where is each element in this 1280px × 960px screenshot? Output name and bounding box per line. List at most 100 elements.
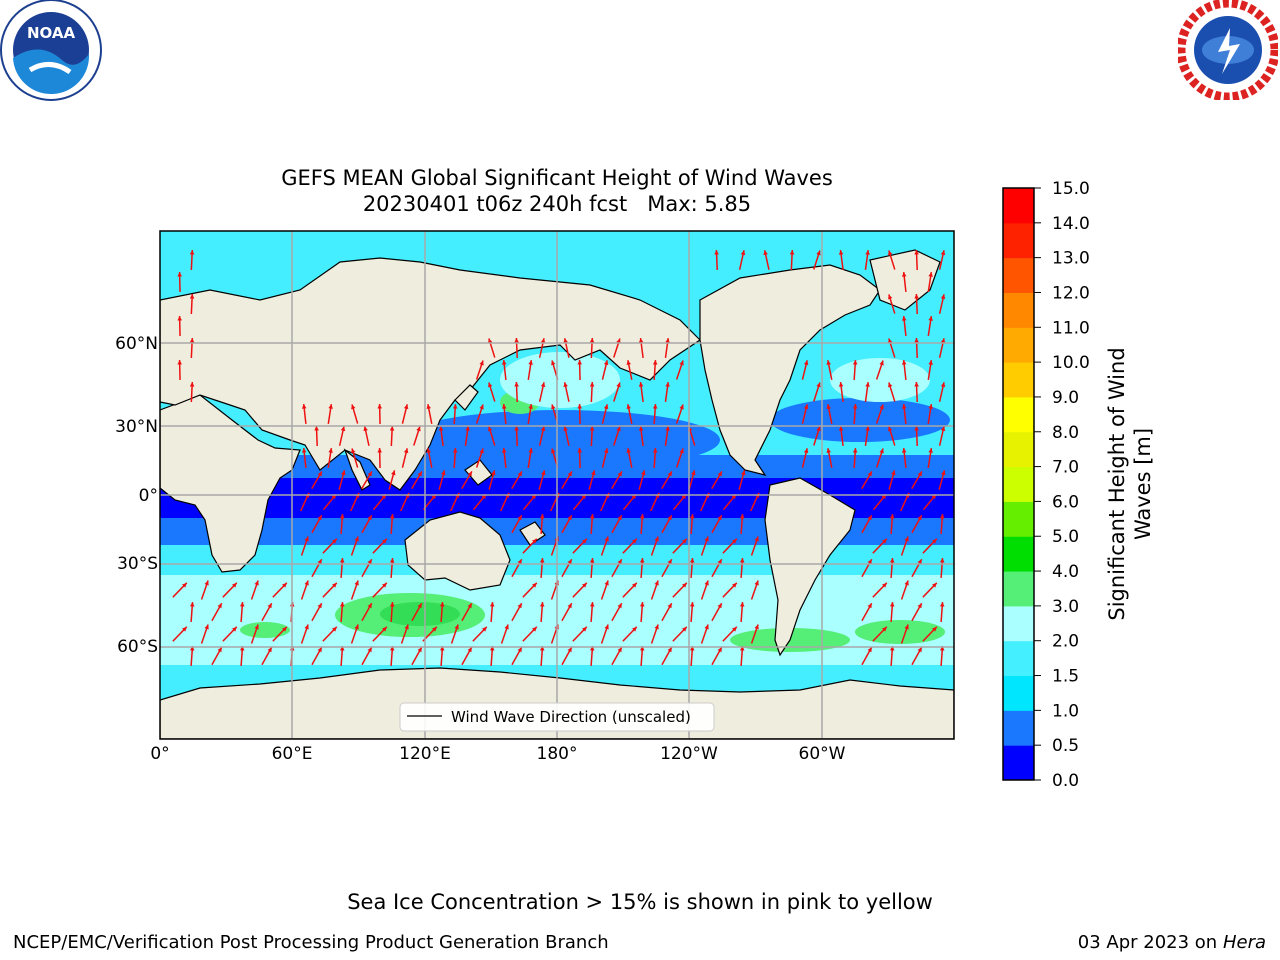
wind-wave-arrowhead <box>739 558 745 563</box>
wind-wave-arrowhead <box>177 272 182 277</box>
wind-wave-arrowhead <box>917 559 922 565</box>
wind-wave-arrowhead <box>577 448 582 453</box>
wind-wave-arrowhead <box>517 471 522 477</box>
wind-wave-arrowhead <box>665 426 670 431</box>
wind-wave-arrowhead <box>932 582 937 588</box>
lon-label: 60°W <box>799 744 846 764</box>
wind-wave-arrowhead <box>928 404 933 409</box>
noaa-logo-text: NOAA <box>27 24 76 42</box>
wind-wave-arrowhead <box>865 426 870 431</box>
wind-wave-arrowhead <box>589 558 595 563</box>
colorbar-tick-label: 11.0 <box>1052 318 1090 338</box>
wind-wave-arrowhead <box>354 536 359 542</box>
wind-wave-arrowhead <box>888 294 893 300</box>
wind-wave-arrowhead <box>867 559 872 565</box>
wind-wave-arrowhead <box>932 626 937 632</box>
wind-wave-arrowhead <box>826 360 831 366</box>
wind-wave-arrowhead <box>816 250 821 256</box>
wind-wave-arrowhead <box>652 360 658 365</box>
colorbar-tick-label: 7.0 <box>1052 458 1079 478</box>
wind-wave-arrowhead <box>865 250 870 255</box>
wind-wave-arrowhead <box>889 558 895 563</box>
wind-wave-arrowhead <box>467 647 472 653</box>
wind-wave-arrowhead <box>239 646 245 651</box>
wind-wave-arrowhead <box>567 647 572 653</box>
wind-wave-arrowhead <box>717 559 722 565</box>
wind-wave-arrowhead <box>528 360 533 365</box>
wind-wave-arrowhead <box>317 603 322 609</box>
wind-wave-arrowhead <box>904 536 909 542</box>
wind-wave-arrowhead <box>889 514 895 519</box>
wind-wave-arrowhead <box>367 515 372 521</box>
wind-wave-arrowhead <box>838 382 844 387</box>
lat-label: 60°S <box>117 637 158 657</box>
wind-wave-arrowhead <box>617 471 622 477</box>
wind-wave-arrowhead <box>514 338 519 343</box>
wind-wave-arrowhead <box>879 404 884 410</box>
wind-wave-arrowhead <box>838 426 844 431</box>
lon-label: 60°E <box>272 744 313 764</box>
wind-wave-arrowhead <box>717 471 722 477</box>
wind-wave-arrowhead <box>691 470 696 476</box>
wind-wave-arrowhead <box>488 382 493 388</box>
footer-date: 03 Apr 2023 on Hera <box>1078 932 1266 953</box>
wind-wave-arrowhead <box>589 646 595 651</box>
wind-wave-arrowhead <box>917 515 922 521</box>
wind-wave-arrowhead <box>867 515 872 521</box>
wind-wave-arrowhead <box>551 360 556 366</box>
wind-wave-arrowhead <box>879 448 884 454</box>
wind-wave-arrowhead <box>641 470 646 476</box>
wind-wave-arrowhead <box>667 603 672 609</box>
wind-wave-arrowhead <box>888 338 893 344</box>
colorbar-segment <box>1003 745 1034 781</box>
colorbar-segment <box>1003 466 1034 502</box>
wind-wave-arrowhead <box>367 603 372 609</box>
colorbar-segment <box>1003 501 1034 537</box>
wind-wave-arrowhead <box>367 471 372 477</box>
lat-label: 30°N <box>115 417 158 437</box>
wind-wave-arrowhead <box>563 426 568 432</box>
wind-wave-arrowhead <box>363 426 368 432</box>
footer-host: Hera <box>1222 932 1266 953</box>
wind-wave-arrowhead <box>189 250 195 255</box>
wind-wave-arrowhead <box>917 647 922 653</box>
wind-wave-arrowhead <box>479 404 484 410</box>
wind-wave-arrowhead <box>665 382 670 387</box>
wind-wave-arrowhead <box>403 448 409 454</box>
wind-wave-arrowhead <box>391 470 396 476</box>
wind-wave-arrowhead <box>632 626 637 632</box>
colorbar-segment <box>1003 536 1034 572</box>
wind-wave-arrowhead <box>441 470 446 476</box>
wind-wave-arrowhead <box>452 448 458 453</box>
wind-wave-arrowhead <box>501 404 507 409</box>
wind-wave-arrowhead <box>539 558 545 563</box>
wind-wave-arrowhead <box>467 603 472 609</box>
wind-wave-arrowhead <box>689 646 695 651</box>
wind-wave-arrowhead <box>626 360 631 366</box>
wind-wave-arrowhead <box>704 580 709 586</box>
wind-wave-arrowhead <box>426 404 431 410</box>
wind-wave-arrowhead <box>417 471 422 477</box>
colorbar-segment <box>1003 571 1034 607</box>
wind-wave-arrowhead <box>177 360 182 365</box>
wind-wave-arrowhead <box>514 382 519 387</box>
colorbar-segment <box>1003 710 1034 746</box>
lat-label: 0° <box>139 486 158 506</box>
colorbar-segment <box>1003 605 1034 642</box>
wind-wave-arrowhead <box>717 603 722 609</box>
wind-wave-arrowhead <box>254 580 259 586</box>
wind-wave-arrowhead <box>679 360 684 366</box>
wind-wave-arrowhead <box>517 515 522 521</box>
wind-wave-arrowhead <box>652 404 658 409</box>
wind-wave-arrowhead <box>789 250 795 255</box>
colorbar-tick-label: 13.0 <box>1052 249 1090 269</box>
wind-wave-arrowhead <box>603 448 609 454</box>
wind-wave-arrowhead <box>389 558 395 563</box>
lat-label: 60°N <box>115 334 158 354</box>
wind-wave-arrowhead <box>517 647 522 653</box>
wind-wave-arrowhead <box>239 602 245 607</box>
wind-wave-arrowhead <box>865 382 870 387</box>
wind-wave-arrowhead <box>939 602 945 607</box>
wind-wave-arrowhead <box>867 603 872 609</box>
wind-wave-arrowhead <box>339 514 345 519</box>
